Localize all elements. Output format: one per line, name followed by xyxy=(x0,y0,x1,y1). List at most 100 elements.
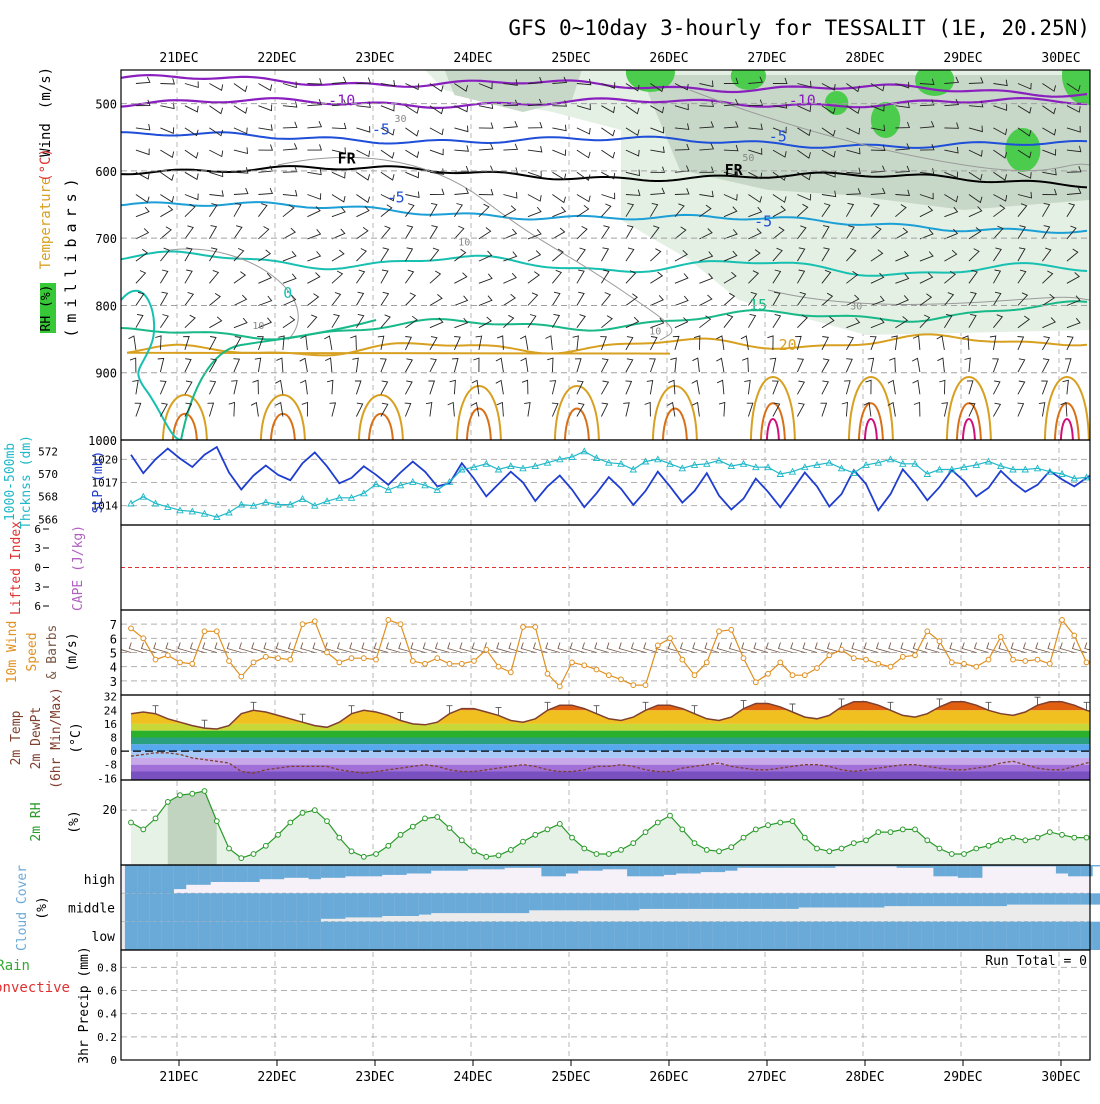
wind-barb-418 xyxy=(821,292,834,306)
wind10m-barb-14 xyxy=(287,642,303,653)
thk-tick-1: 568 xyxy=(38,491,58,504)
lowlevel-arch-5 xyxy=(651,385,698,440)
wind-barb-16 xyxy=(527,76,543,84)
wind-barb-591 xyxy=(275,401,284,417)
wind-barb-477 xyxy=(350,335,357,350)
date-label-bottom-9: 30DEC xyxy=(1041,1070,1080,1085)
cloud-low-53 xyxy=(774,921,787,950)
wind-barb-257 xyxy=(699,204,712,218)
wind-barb-26 xyxy=(772,77,788,85)
thickness-point-60 xyxy=(862,460,870,468)
wind-barb-489 xyxy=(650,336,658,351)
cloud-high-26 xyxy=(443,865,456,871)
rh2m-point-74 xyxy=(1034,834,1041,841)
rh2m-point-49 xyxy=(728,844,735,851)
wind-barb-81 xyxy=(209,127,224,137)
wind-barb-467 xyxy=(1066,317,1081,329)
wind-barb-603 xyxy=(576,402,585,417)
wind-barb-93 xyxy=(503,121,518,129)
thickness-point-54 xyxy=(788,467,797,475)
wind-barb-395 xyxy=(258,295,273,306)
thickness-point-59 xyxy=(850,468,858,476)
rh2m-point-13 xyxy=(287,819,294,826)
isotherm-minus5-upper xyxy=(121,131,1088,149)
rh-shade-green-5 xyxy=(1062,70,1090,105)
wind-barb-59 xyxy=(625,105,640,115)
wind-barb-10 xyxy=(380,80,396,87)
cloud-high-61 xyxy=(872,865,885,867)
wind-barb-238 xyxy=(233,202,242,217)
cloud-middle-21 xyxy=(382,893,395,916)
wind-barb-144 xyxy=(797,149,811,159)
wind-barb-87 xyxy=(356,126,371,133)
wind-barb-440 xyxy=(405,315,418,329)
lowlevel-arch-inner-6 xyxy=(759,402,786,440)
pressure-tick-4: 900 xyxy=(95,367,117,381)
wind-barb-560 xyxy=(471,379,480,395)
thickness-point-1 xyxy=(139,492,148,500)
wind-barb-88 xyxy=(380,127,395,136)
wind-barb-541 xyxy=(964,357,971,373)
wind-ylabel-0: 10m Wind xyxy=(5,621,20,684)
wind-barb-548 xyxy=(184,380,193,395)
cloud-low-38 xyxy=(590,921,603,950)
wind10m-barb-54 xyxy=(777,642,793,653)
wind-barb-583 xyxy=(1041,380,1048,395)
wind-barb-445 xyxy=(527,314,537,328)
wind-barb-361 xyxy=(380,269,389,284)
wind-barb-248 xyxy=(478,203,490,218)
wind-barb-355 xyxy=(233,271,247,284)
cloud-high-3 xyxy=(161,865,174,894)
rh2m-point-42 xyxy=(642,829,649,835)
thickness-point-4 xyxy=(176,506,184,514)
wind-barb-457 xyxy=(821,316,835,329)
wind-barb-31 xyxy=(895,81,910,89)
rh2m-point-28 xyxy=(471,848,477,855)
cloud-low-75 xyxy=(1043,921,1056,950)
wind10m-point-41 xyxy=(630,682,637,688)
contour-label-12: 50 xyxy=(742,153,754,164)
temp-band-9 xyxy=(131,771,1090,780)
wind10m-barb-63 xyxy=(888,642,903,653)
wind-barb-48 xyxy=(356,101,371,108)
wind-barb-169 xyxy=(454,165,470,173)
wind-barb-505 xyxy=(1042,336,1051,351)
wind10m-point-79 xyxy=(1096,657,1100,662)
cloud-high-49 xyxy=(725,865,738,871)
cloud-middle-32 xyxy=(516,893,530,914)
lowlevel-arch-hot-6 xyxy=(765,418,780,440)
wind10m-barb-61 xyxy=(863,642,879,653)
rh2m-point-75 xyxy=(1046,829,1053,835)
wind-barb-260 xyxy=(772,205,786,218)
cloud-high-59 xyxy=(847,865,860,867)
rh2m-point-56 xyxy=(814,845,820,852)
wind-barb-319 xyxy=(307,251,322,262)
wind10m-barb-22 xyxy=(385,642,401,653)
cloud-low-12 xyxy=(271,921,285,950)
cloud-ylabel-0: Cloud Cover xyxy=(15,865,30,951)
temp-tick-3: 8 xyxy=(110,732,117,745)
cloud-high-48 xyxy=(712,865,726,873)
ua-ylabel-temp-unit: (°C) xyxy=(38,148,54,182)
rh2m-point-67 xyxy=(948,851,955,857)
wind10m-point-73 xyxy=(1022,658,1029,664)
cloud-middle-58 xyxy=(835,893,848,908)
thickness-point-48 xyxy=(715,456,723,464)
cloud-low-73 xyxy=(1019,921,1032,950)
wind-barb-340 xyxy=(821,247,830,262)
ua-ylabel-pressure: (millibars) xyxy=(62,172,80,337)
wind-barb-155 xyxy=(1066,145,1082,153)
wind10m-barb-74 xyxy=(1022,642,1038,653)
chart-title: GFS 0~10day 3-hourly for TESSALIT (1E, 2… xyxy=(508,16,1090,40)
wind-barb-285 xyxy=(429,225,439,240)
wind-barb-613 xyxy=(820,402,828,417)
cloud-middle-73 xyxy=(1019,893,1032,905)
wind-barb-34 xyxy=(968,77,984,84)
wind-barb-618 xyxy=(941,402,949,417)
wind-barb-6 xyxy=(282,81,297,89)
wind-barb-5 xyxy=(258,83,273,92)
wind-barb-172 xyxy=(527,170,542,178)
wind-barb-453 xyxy=(723,314,734,328)
temp-whisker-70 xyxy=(985,701,992,711)
